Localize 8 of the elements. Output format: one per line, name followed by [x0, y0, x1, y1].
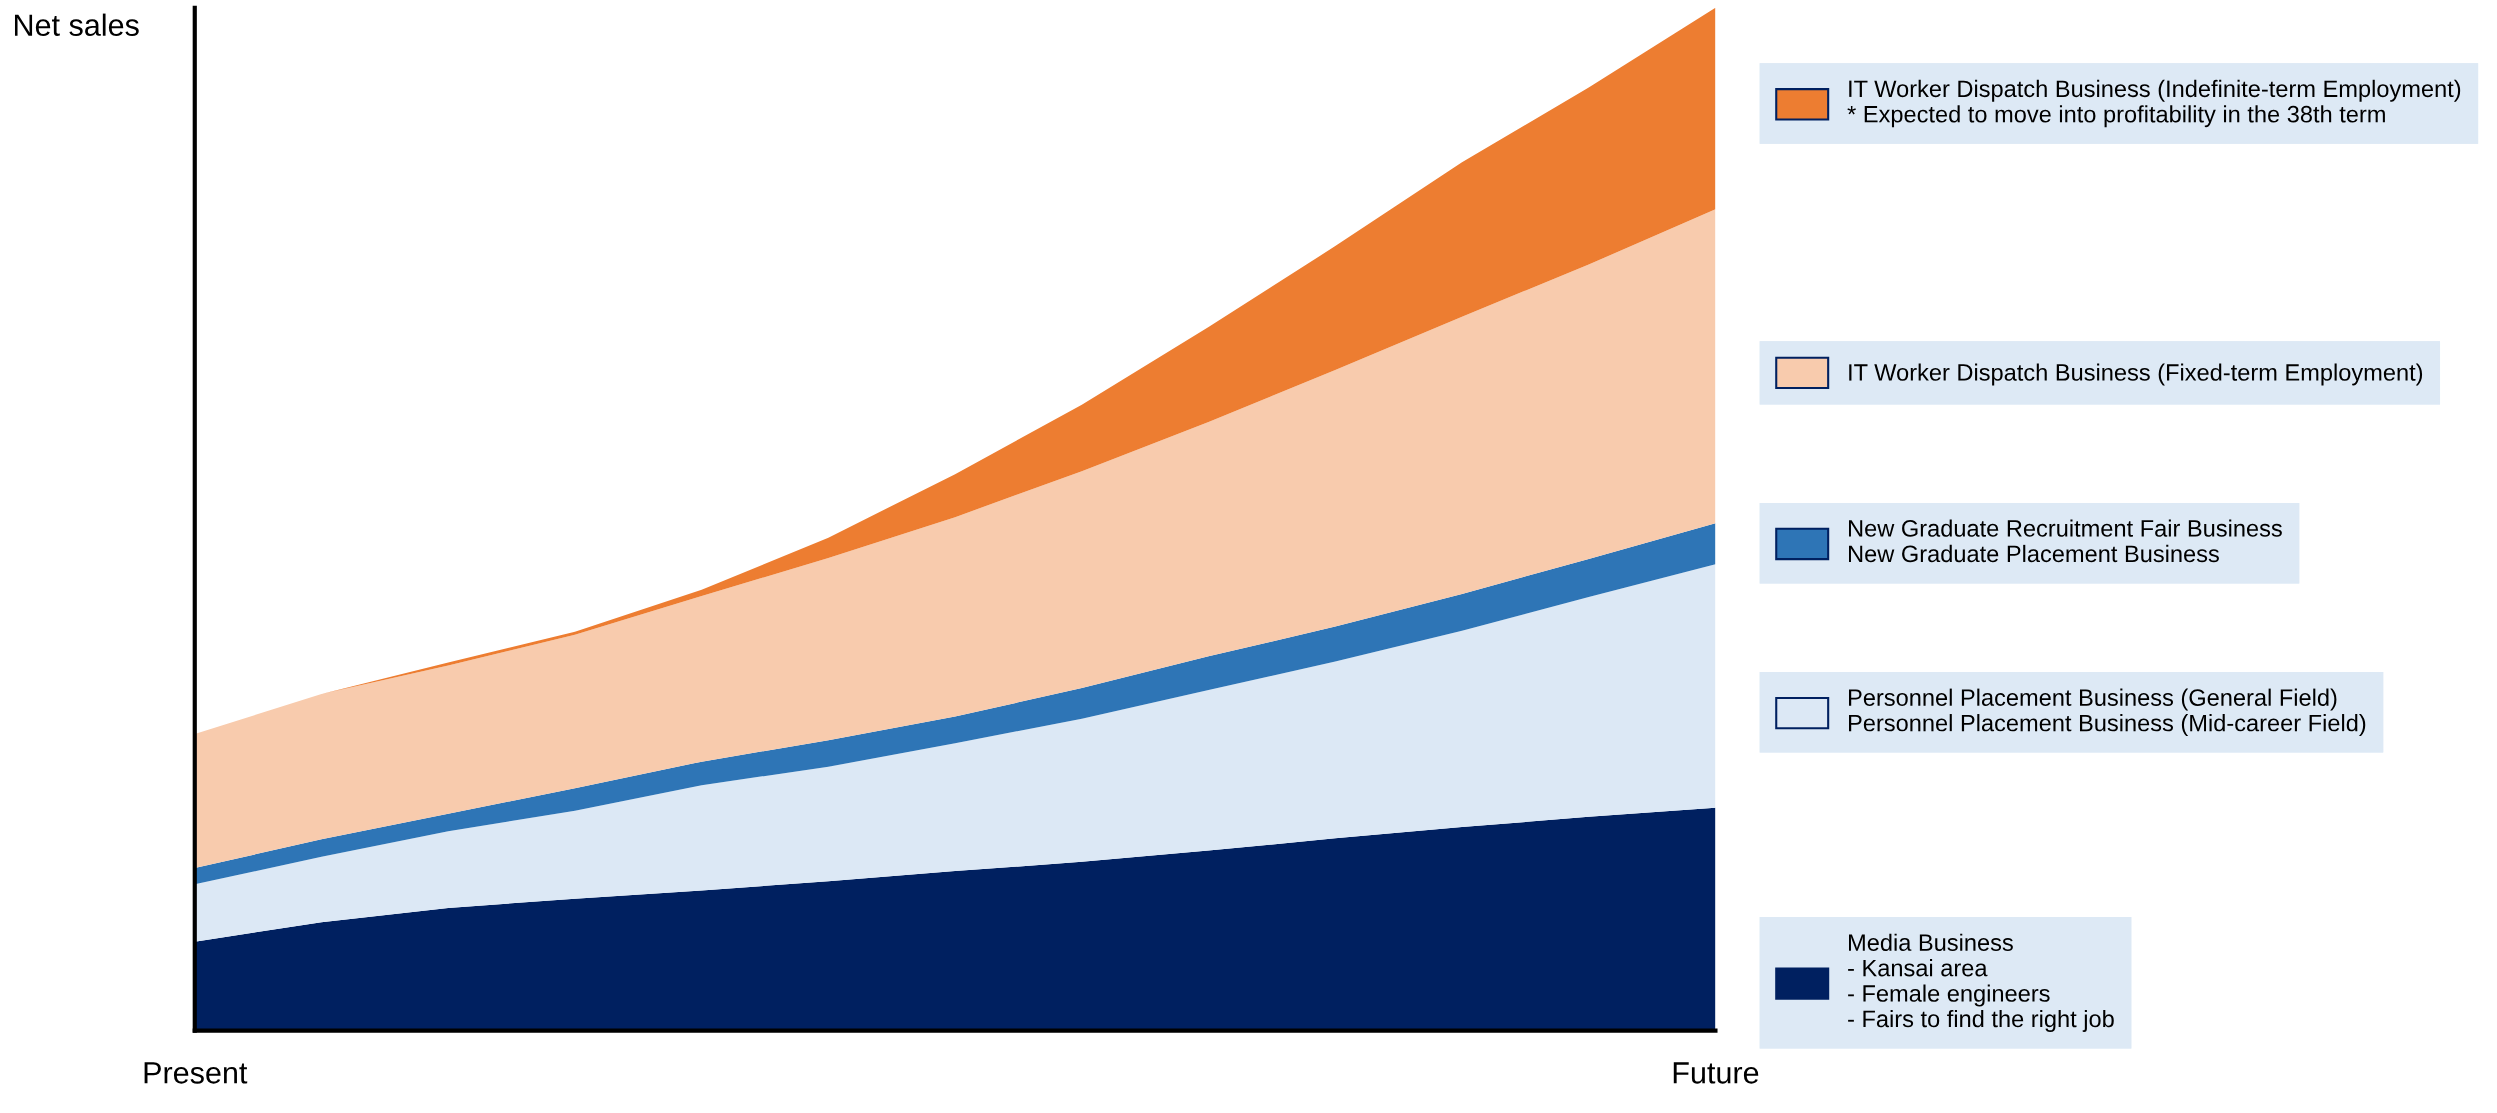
legend-label: Personnel Placement Business (General Field) Personnel Placement Business (Mid-career Field) — [1849, 688, 2366, 737]
x-tick-label: Present — [144, 1062, 248, 1084]
legend-label: IT Worker Dispatch Business (Fixed-term Employment) — [1849, 363, 2423, 386]
legend-label: Media Business - Kansai area - Female engineers - Fairs to find the right job — [1848, 933, 2114, 1032]
y-axis-title: Net sales — [14, 13, 139, 37]
x-tick-label: Future — [1673, 1062, 1759, 1084]
legend-label: IT Worker Dispatch Business (Indefinite-term Employment) * Expected to move into profitability in the 38th term — [1847, 79, 2461, 128]
legend-label: New Graduate Recruitment Fair Business New Graduate Placement Business — [1849, 519, 2282, 563]
